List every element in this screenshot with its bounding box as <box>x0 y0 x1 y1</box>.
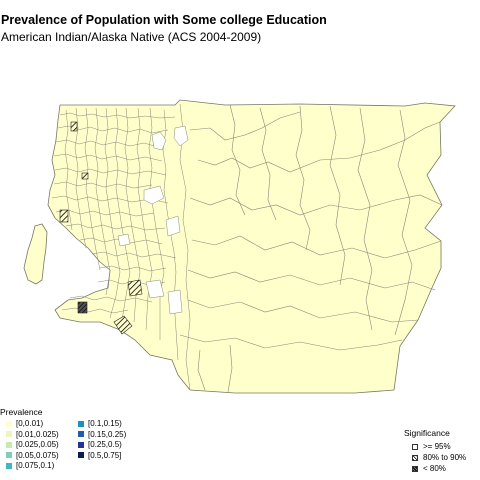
significance-legend: Significance >= 95% 80% to 90% < 80% <box>402 428 480 476</box>
legend-swatch <box>6 441 12 448</box>
rural-tract-boundaries <box>179 104 443 393</box>
prevalence-legend-item: [0,0.01) <box>6 419 43 428</box>
prevalence-legend-title: Prevalence <box>0 407 43 417</box>
prevalence-legend-item: [0.05,0.075) <box>6 451 59 460</box>
significance-swatch <box>412 465 418 472</box>
legend-label: [0.075,0.1) <box>16 461 55 470</box>
significance-legend-item: 80% to 90% <box>412 453 466 462</box>
significance-swatch <box>412 454 418 461</box>
hatched-tract <box>59 209 69 223</box>
legend-swatch <box>78 420 84 427</box>
legend-label: >= 95% <box>423 442 451 451</box>
prevalence-legend-item: [0.1,0.15) <box>78 419 122 428</box>
legend-swatch <box>78 431 84 438</box>
hatched-tract <box>70 121 78 132</box>
legend-swatch <box>6 431 12 438</box>
legend-label: 80% to 90% <box>423 453 467 462</box>
urban-tract-boundaries <box>51 103 191 391</box>
legend-swatch <box>78 441 84 448</box>
legend-swatch <box>6 452 12 459</box>
legend-label: [0.15,0.25) <box>88 429 127 439</box>
legend-swatch <box>6 420 12 427</box>
choropleth-map <box>23 99 456 394</box>
legend-label: < 80% <box>423 464 446 473</box>
legend-swatch <box>6 462 12 469</box>
legend-label: [0.01,0.025) <box>16 429 59 439</box>
significance-legend-title: Significance <box>404 428 450 438</box>
legend-label: [0.05,0.075) <box>16 450 59 460</box>
prevalence-legend: Prevalence [0,0.01) [0.01,0.025) [0.025,0.… <box>0 407 170 477</box>
map-title: Prevalence of Population with Some colle… <box>1 13 327 27</box>
prevalence-legend-item: [0.075,0.1) <box>6 461 54 470</box>
prevalence-legend-item: [0.01,0.025) <box>6 430 59 439</box>
prevalence-legend-item: [0.5,0.75] <box>78 451 121 460</box>
significance-legend-item: >= 95% <box>412 442 451 451</box>
legend-label: [0.5,0.75] <box>88 450 122 460</box>
legend-label: [0,0.01) <box>16 419 44 428</box>
hatched-tract <box>127 279 143 297</box>
significance-legend-item: < 80% <box>412 464 446 473</box>
legend-swatch <box>78 452 84 459</box>
region-outline <box>47 99 456 394</box>
water-bodies <box>117 125 189 315</box>
prevalence-legend-item: [0.025,0.05) <box>6 440 59 449</box>
prevalence-legend-item: [0.15,0.25) <box>78 430 126 439</box>
legend-label: [0.025,0.05) <box>16 440 59 449</box>
hatched-tract <box>113 315 133 335</box>
island-outline <box>23 223 48 285</box>
significance-swatch <box>412 443 418 450</box>
map-subtitle: American Indian/Alaska Native (ACS 2004-… <box>1 30 262 44</box>
dense-tract <box>77 301 88 314</box>
legend-label: [0.1,0.15) <box>88 419 122 428</box>
hatched-tract <box>81 172 89 180</box>
legend-label: [0.25,0.5) <box>88 440 122 449</box>
prevalence-legend-item: [0.25,0.5) <box>78 440 122 449</box>
significance-overlays <box>59 121 143 335</box>
